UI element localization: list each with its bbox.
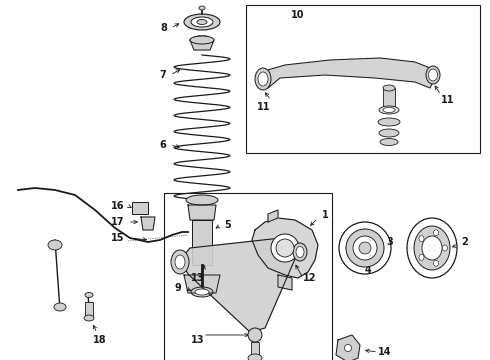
Text: 18: 18 — [93, 335, 107, 345]
Text: 11: 11 — [441, 95, 455, 105]
Text: 6: 6 — [160, 140, 167, 150]
Ellipse shape — [426, 66, 440, 84]
Ellipse shape — [419, 255, 424, 260]
Polygon shape — [188, 205, 216, 220]
Ellipse shape — [171, 250, 189, 274]
Ellipse shape — [434, 260, 439, 266]
Ellipse shape — [422, 236, 442, 260]
Ellipse shape — [197, 19, 207, 24]
Bar — [383, 88, 395, 106]
Text: 5: 5 — [224, 220, 231, 230]
Polygon shape — [184, 275, 220, 293]
Bar — [251, 342, 259, 358]
Text: 2: 2 — [462, 237, 468, 247]
Polygon shape — [268, 210, 278, 222]
Ellipse shape — [191, 17, 213, 27]
Ellipse shape — [248, 354, 262, 360]
Ellipse shape — [175, 255, 185, 269]
Text: 14: 14 — [378, 347, 392, 357]
Polygon shape — [336, 335, 360, 360]
Ellipse shape — [442, 245, 447, 251]
Ellipse shape — [378, 118, 400, 126]
Text: 9: 9 — [174, 283, 181, 293]
Ellipse shape — [293, 243, 307, 261]
Bar — [246, 5, 480, 153]
Ellipse shape — [255, 68, 271, 90]
Text: 8: 8 — [161, 23, 168, 33]
Polygon shape — [190, 36, 214, 50]
Ellipse shape — [85, 292, 93, 297]
Ellipse shape — [191, 287, 213, 297]
Ellipse shape — [359, 242, 371, 254]
Text: 7: 7 — [160, 70, 167, 80]
Text: 16: 16 — [111, 201, 125, 211]
Text: 15: 15 — [111, 233, 125, 243]
Text: 3: 3 — [387, 237, 393, 247]
Polygon shape — [260, 58, 435, 88]
Ellipse shape — [186, 195, 218, 205]
Ellipse shape — [258, 72, 268, 86]
Polygon shape — [278, 275, 292, 290]
Text: 11: 11 — [257, 102, 271, 112]
Ellipse shape — [346, 229, 384, 267]
Ellipse shape — [379, 129, 399, 137]
Text: 1: 1 — [321, 210, 328, 220]
Polygon shape — [180, 237, 300, 332]
Text: 12: 12 — [303, 273, 317, 283]
Text: 13: 13 — [191, 273, 205, 283]
Bar — [132, 202, 148, 214]
Text: 17: 17 — [111, 217, 125, 227]
Ellipse shape — [276, 239, 294, 257]
Ellipse shape — [428, 69, 438, 81]
Ellipse shape — [199, 6, 205, 10]
Ellipse shape — [353, 236, 377, 260]
Ellipse shape — [84, 315, 94, 321]
Ellipse shape — [296, 247, 304, 257]
Ellipse shape — [339, 222, 391, 274]
Polygon shape — [141, 217, 155, 230]
Ellipse shape — [195, 289, 209, 295]
Ellipse shape — [379, 106, 399, 114]
Ellipse shape — [48, 240, 62, 250]
Polygon shape — [252, 218, 318, 278]
Bar — [192, 220, 212, 265]
Ellipse shape — [271, 234, 299, 262]
Ellipse shape — [383, 85, 395, 91]
Ellipse shape — [419, 235, 424, 242]
Ellipse shape — [380, 139, 398, 145]
Ellipse shape — [184, 14, 220, 30]
Text: 13: 13 — [191, 335, 205, 345]
Text: 10: 10 — [291, 10, 305, 20]
Ellipse shape — [248, 328, 262, 342]
Text: 4: 4 — [365, 265, 371, 275]
Ellipse shape — [344, 345, 351, 351]
Ellipse shape — [434, 230, 439, 236]
Ellipse shape — [414, 226, 450, 270]
Ellipse shape — [383, 108, 395, 113]
Ellipse shape — [407, 218, 457, 278]
Ellipse shape — [54, 303, 66, 311]
Bar — [164, 193, 332, 360]
Bar — [85, 302, 93, 318]
Ellipse shape — [190, 36, 214, 44]
